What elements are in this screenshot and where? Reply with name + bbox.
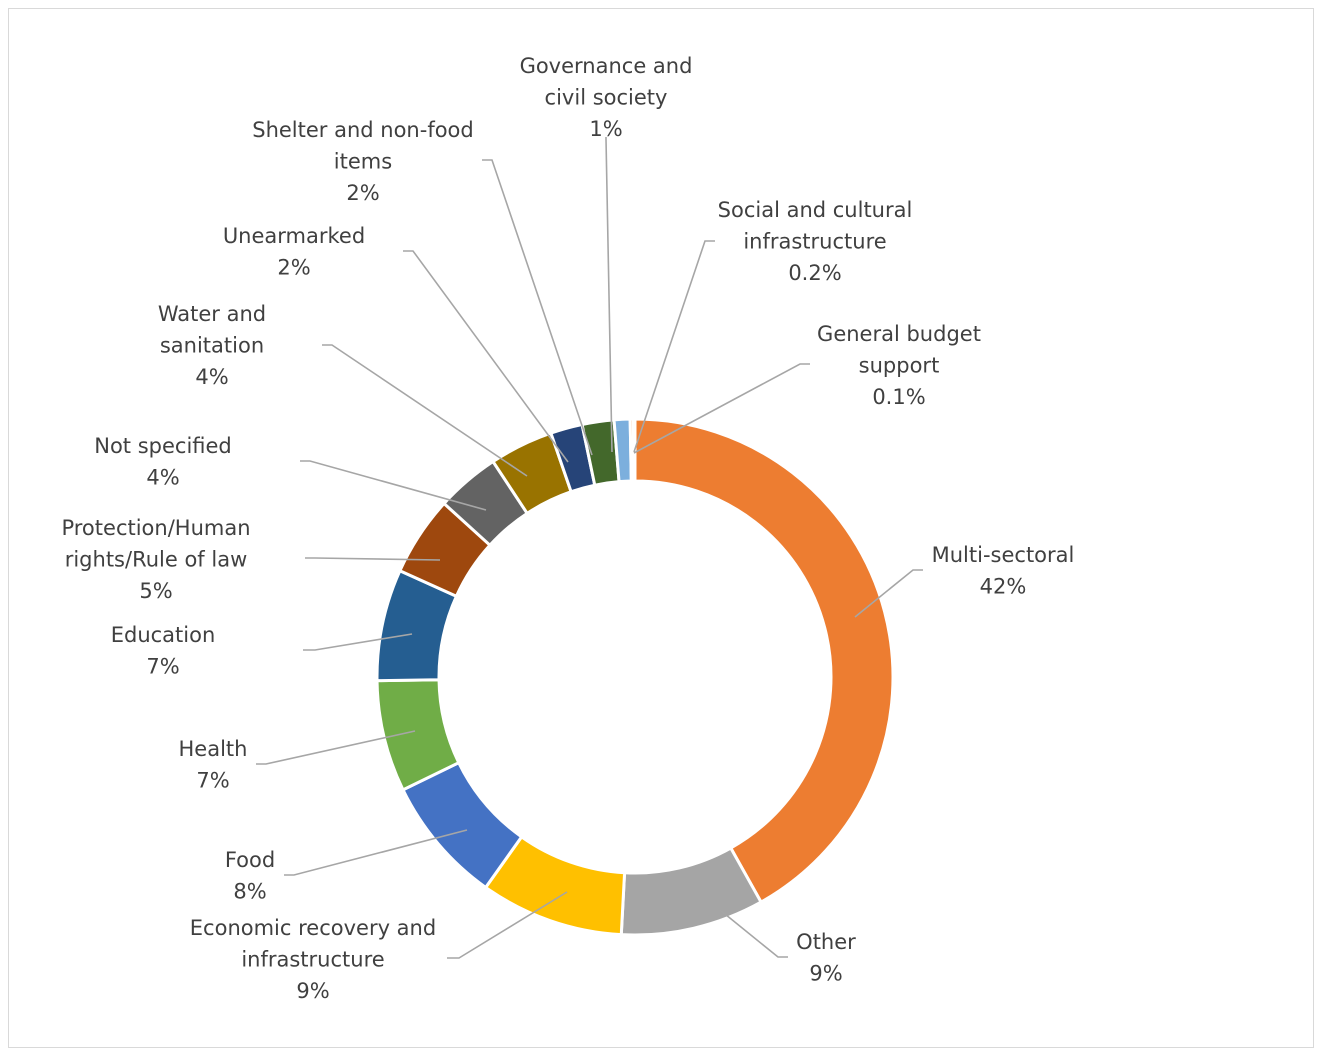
data-label-value: 9% — [296, 979, 329, 1003]
data-label-text: Shelter and non-food — [252, 118, 474, 142]
data-label-value: 0.1% — [872, 385, 925, 409]
data-label-7: Not specified 4% — [94, 434, 232, 490]
leader-lines — [256, 137, 923, 959]
data-label-text: Water and — [158, 302, 266, 326]
data-label-value: 2% — [277, 256, 310, 280]
data-label-value: 9% — [809, 962, 842, 986]
donut-slices — [375, 417, 895, 937]
data-label-13: General budget support 0.1% — [817, 322, 981, 409]
leader-line-10 — [482, 159, 593, 456]
leader-line-7 — [300, 460, 487, 511]
data-label-value: 8% — [233, 880, 266, 904]
data-label-text: Health — [179, 737, 248, 761]
leader-line-4 — [256, 730, 416, 765]
data-label-text: infrastructure — [743, 230, 886, 254]
data-label-12: Social and cultural infrastructure 0.2% — [718, 198, 913, 285]
data-label-1: Other 9% — [796, 930, 856, 986]
data-label-value: 4% — [195, 365, 228, 389]
data-label-5: Education 7% — [111, 623, 216, 679]
slice-0 — [633, 417, 895, 905]
data-labels: Multi-sectoral 42%Other 9%Economic recover… — [61, 54, 1074, 1003]
leader-line-1 — [719, 909, 788, 958]
leader-line-8 — [322, 344, 528, 477]
data-label-text: rights/Rule of law — [65, 548, 248, 572]
data-label-text: Unearmarked — [223, 224, 365, 248]
data-label-6: Protection/Human rights/Rule of law 5% — [61, 516, 250, 603]
data-label-text: items — [334, 150, 392, 174]
data-label-text: support — [859, 354, 940, 378]
leader-line-0 — [854, 569, 923, 618]
data-label-value: 1% — [589, 117, 622, 141]
data-label-2: Economic recovery and infrastructure 9% — [190, 916, 436, 1003]
data-label-text: Protection/Human — [61, 516, 250, 540]
data-label-value: 2% — [346, 181, 379, 205]
data-label-text: infrastructure — [241, 948, 384, 972]
data-label-value: 4% — [146, 466, 179, 490]
data-label-11: Governance and civil society 1% — [520, 54, 693, 141]
data-label-4: Health 7% — [179, 737, 248, 793]
data-label-value: 0.2% — [788, 261, 841, 285]
data-label-text: Other — [796, 930, 856, 954]
data-label-text: General budget — [817, 322, 981, 346]
data-label-text: sanitation — [160, 334, 264, 358]
data-label-10: Shelter and non-food items 2% — [252, 118, 474, 205]
data-label-text: Food — [225, 848, 275, 872]
data-label-value: 42% — [980, 575, 1027, 599]
data-label-value: 5% — [139, 579, 172, 603]
data-label-text: civil society — [545, 86, 668, 110]
leader-line-3 — [284, 829, 468, 876]
data-label-3: Food 8% — [225, 848, 275, 904]
data-label-8: Water and sanitation 4% — [158, 302, 266, 389]
leader-line-11 — [605, 137, 613, 453]
leader-line-6 — [305, 557, 441, 561]
data-label-text: Social and cultural — [718, 198, 913, 222]
leader-line-2 — [447, 891, 568, 959]
leader-line-9 — [403, 250, 569, 463]
leader-line-13 — [633, 363, 810, 454]
data-label-0: Multi-sectoral 42% — [932, 543, 1075, 599]
leader-line-5 — [303, 633, 413, 651]
data-label-value: 7% — [146, 655, 179, 679]
data-label-text: Economic recovery and — [190, 916, 436, 940]
data-label-text: Education — [111, 623, 216, 647]
data-label-text: Not specified — [94, 434, 232, 458]
leader-line-12 — [633, 240, 715, 453]
data-label-value: 7% — [196, 769, 229, 793]
data-label-9: Unearmarked 2% — [223, 224, 365, 280]
data-label-text: Governance and — [520, 54, 693, 78]
data-label-text: Multi-sectoral — [932, 543, 1075, 567]
